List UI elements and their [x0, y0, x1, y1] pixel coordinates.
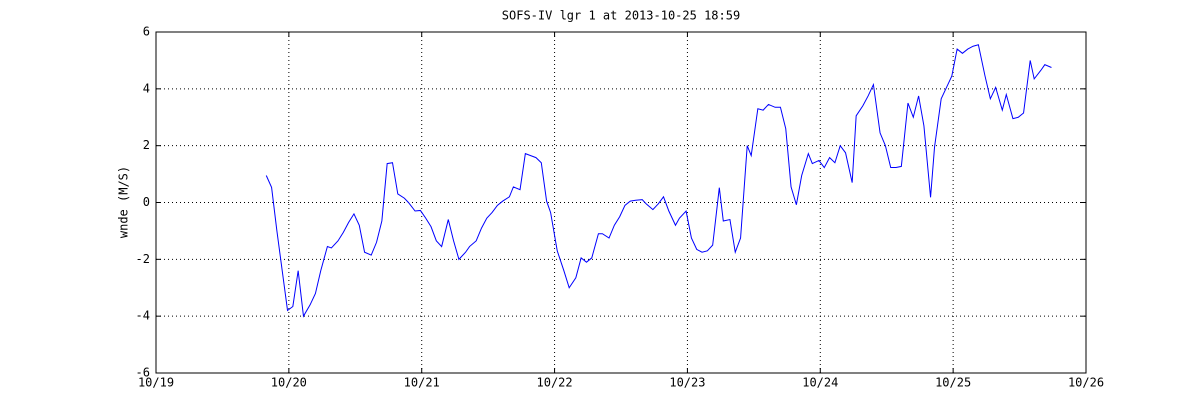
x-tick-label: 10/25	[935, 376, 971, 390]
x-tick-label: 10/23	[669, 376, 705, 390]
y-axis-label: wnde (M/S)	[117, 166, 131, 238]
x-tick-label: 10/26	[1068, 376, 1104, 390]
x-tick-label: 10/22	[537, 376, 573, 390]
y-tick-label: -4	[136, 309, 150, 323]
x-tick-label: 10/24	[802, 376, 838, 390]
y-tick-label: 6	[143, 25, 150, 39]
x-tick-label: 10/21	[404, 376, 440, 390]
y-tick-label: 0	[143, 195, 150, 209]
y-tick-label: 4	[143, 81, 150, 95]
y-tick-label: -2	[136, 252, 150, 266]
data-line	[265, 44, 1052, 318]
chart-title: SOFS-IV lgr 1 at 2013-10-25 18:59	[502, 9, 740, 23]
x-tick-label: 10/20	[271, 376, 307, 390]
y-tick-label: -6	[136, 366, 150, 380]
x-tick-label: 10/19	[138, 376, 174, 390]
y-tick-label: 2	[143, 138, 150, 152]
